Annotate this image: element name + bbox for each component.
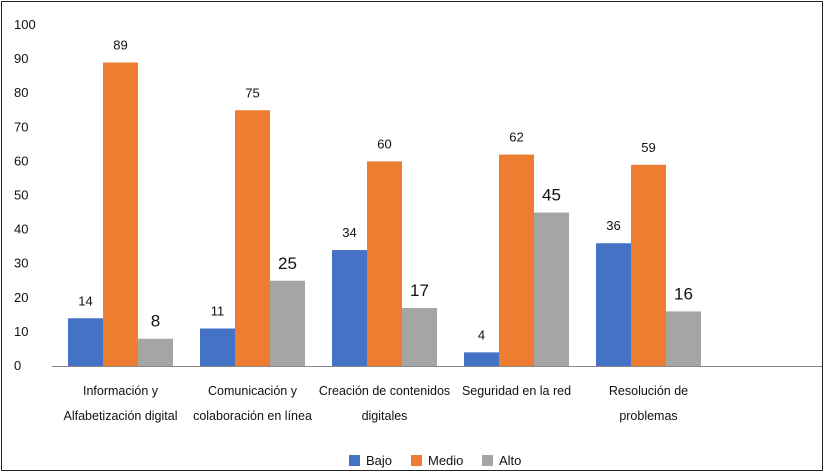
category-label: problemas	[619, 409, 677, 423]
legend-label-alto: Alto	[499, 453, 521, 468]
bars	[68, 62, 701, 366]
x-axis-categories: Información y Alfabetización digital Comun…	[64, 384, 689, 423]
data-label: 59	[641, 140, 655, 155]
data-label: 8	[151, 312, 160, 331]
category-label: colaboración en línea	[193, 409, 312, 423]
bar-alto	[666, 311, 701, 366]
y-tick-label: 40	[14, 222, 28, 237]
bar-medio	[631, 164, 666, 366]
bar-bajo	[596, 243, 631, 366]
data-label: 14	[78, 293, 92, 308]
legend-label-medio: Medio	[428, 453, 463, 468]
data-label: 36	[606, 218, 620, 233]
legend-swatch-bajo	[349, 455, 360, 466]
category-label: digitales	[362, 409, 408, 423]
y-tick-label: 50	[14, 188, 28, 203]
bar-bajo	[200, 328, 235, 366]
data-label: 34	[342, 225, 356, 240]
data-label: 45	[542, 186, 561, 205]
y-tick-label: 30	[14, 256, 28, 271]
category-label: Información y	[83, 384, 159, 398]
data-label: 62	[509, 130, 523, 145]
data-label: 4	[478, 327, 485, 342]
bar-medio	[499, 154, 534, 366]
legend: Bajo Medio Alto	[349, 453, 521, 468]
bar-medio	[103, 62, 138, 366]
bar-medio	[367, 161, 402, 366]
legend-swatch-alto	[482, 455, 493, 466]
data-label: 11	[211, 303, 225, 318]
y-tick-label: 80	[14, 85, 28, 100]
bar-medio	[235, 110, 270, 366]
bar-bajo	[332, 250, 367, 366]
legend-label-bajo: Bajo	[366, 453, 392, 468]
y-tick-label: 70	[14, 119, 28, 134]
y-tick-label: 20	[14, 290, 28, 305]
data-label: 60	[377, 136, 391, 151]
bar-alto	[402, 308, 437, 366]
y-axis: 0 10 20 30 40 50 60 70 80 90 100	[14, 17, 36, 373]
bar-alto	[534, 212, 569, 366]
y-tick-label: 10	[14, 324, 28, 339]
category-label: Comunicación y	[208, 384, 298, 398]
data-label: 16	[674, 284, 693, 303]
bar-alto	[138, 338, 173, 366]
category-label: Seguridad en la red	[462, 384, 571, 398]
data-label: 89	[113, 38, 127, 53]
bar-bajo	[68, 318, 103, 366]
data-labels: 14 11 34 4 36 89 75 60 62 59 8 25 17 45 16	[78, 38, 693, 343]
y-tick-label: 0	[14, 358, 21, 373]
category-label: Resolución de	[609, 384, 688, 398]
category-label: Alfabetización digital	[64, 409, 178, 423]
bar-alto	[270, 280, 305, 366]
bar-bajo	[464, 352, 499, 366]
y-tick-label: 90	[14, 51, 28, 66]
data-label: 25	[278, 254, 297, 273]
category-label: Creación de contenidos	[319, 384, 450, 398]
legend-swatch-medio	[411, 455, 422, 466]
y-tick-label: 60	[14, 153, 28, 168]
y-tick-label: 100	[14, 17, 36, 32]
data-label: 17	[410, 281, 429, 300]
data-label: 75	[245, 85, 259, 100]
